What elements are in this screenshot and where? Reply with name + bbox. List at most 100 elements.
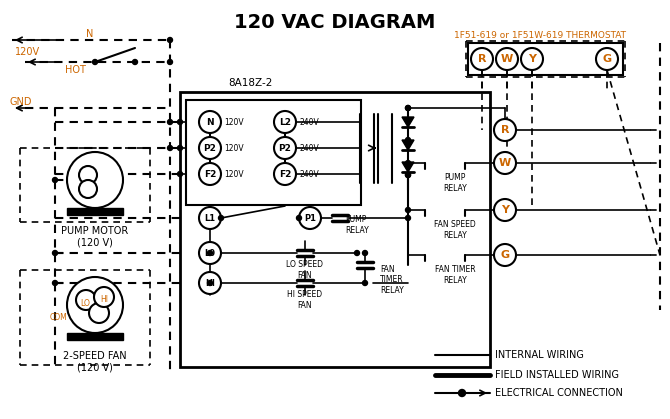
- Circle shape: [168, 145, 172, 150]
- Polygon shape: [402, 162, 414, 172]
- Circle shape: [52, 178, 58, 183]
- Circle shape: [168, 59, 172, 65]
- Circle shape: [133, 59, 137, 65]
- Text: LO: LO: [80, 298, 90, 308]
- Text: G: G: [602, 54, 612, 64]
- Circle shape: [405, 215, 411, 220]
- Circle shape: [471, 48, 493, 70]
- Text: R: R: [478, 54, 486, 64]
- Text: Y: Y: [501, 205, 509, 215]
- Circle shape: [596, 48, 618, 70]
- Circle shape: [199, 163, 221, 185]
- Circle shape: [208, 251, 212, 256]
- Text: 120V: 120V: [224, 117, 244, 127]
- Circle shape: [208, 280, 212, 285]
- Circle shape: [494, 244, 516, 266]
- Circle shape: [67, 277, 123, 333]
- Text: W: W: [501, 54, 513, 64]
- Text: 2-SPEED FAN
(120 V): 2-SPEED FAN (120 V): [63, 351, 127, 372]
- Bar: [468, 43, 623, 75]
- Bar: [67, 333, 123, 340]
- Text: L1: L1: [204, 214, 216, 222]
- Text: PUMP
RELAY: PUMP RELAY: [443, 173, 467, 193]
- Text: GND: GND: [10, 97, 33, 107]
- Text: HI: HI: [205, 279, 215, 287]
- Text: 120V: 120V: [224, 170, 244, 178]
- Text: P1: P1: [304, 214, 316, 222]
- Text: 240V: 240V: [299, 170, 319, 178]
- Circle shape: [362, 251, 368, 256]
- Text: N: N: [86, 29, 94, 39]
- Text: 120V: 120V: [15, 47, 40, 57]
- Circle shape: [199, 272, 221, 294]
- Circle shape: [199, 111, 221, 133]
- Text: F2: F2: [204, 170, 216, 178]
- Polygon shape: [402, 117, 414, 127]
- Text: 120V: 120V: [224, 143, 244, 153]
- Text: FAN SPEED
RELAY: FAN SPEED RELAY: [434, 220, 476, 240]
- Circle shape: [178, 145, 182, 150]
- Circle shape: [199, 242, 221, 264]
- Text: HI: HI: [100, 295, 108, 305]
- Circle shape: [405, 160, 411, 166]
- Circle shape: [168, 119, 172, 124]
- Text: INTERNAL WIRING: INTERNAL WIRING: [495, 350, 584, 360]
- Text: F2: F2: [279, 170, 291, 178]
- Circle shape: [168, 37, 172, 42]
- Polygon shape: [402, 140, 414, 150]
- Bar: [67, 208, 123, 215]
- Circle shape: [79, 180, 97, 198]
- Text: P2: P2: [204, 143, 216, 153]
- Circle shape: [67, 152, 123, 208]
- Text: 240V: 240V: [299, 143, 319, 153]
- Circle shape: [89, 303, 109, 323]
- Circle shape: [405, 106, 411, 111]
- Text: Y: Y: [528, 54, 536, 64]
- Circle shape: [362, 280, 368, 285]
- Circle shape: [218, 215, 224, 220]
- Text: L0: L0: [204, 248, 216, 258]
- Circle shape: [79, 166, 97, 184]
- Text: FIELD INSTALLED WIRING: FIELD INSTALLED WIRING: [495, 370, 619, 380]
- Circle shape: [274, 111, 296, 133]
- Circle shape: [178, 171, 182, 176]
- Circle shape: [354, 251, 360, 256]
- Text: 8A18Z-2: 8A18Z-2: [228, 78, 272, 88]
- Circle shape: [405, 173, 411, 178]
- Text: L2: L2: [279, 117, 291, 127]
- Circle shape: [405, 207, 411, 212]
- Circle shape: [494, 199, 516, 221]
- Circle shape: [94, 287, 114, 307]
- Circle shape: [297, 215, 302, 220]
- Text: HOT: HOT: [64, 65, 86, 75]
- Circle shape: [199, 137, 221, 159]
- Circle shape: [76, 290, 96, 310]
- Text: FAN TIMER
RELAY: FAN TIMER RELAY: [435, 265, 475, 285]
- Text: ELECTRICAL CONNECTION: ELECTRICAL CONNECTION: [495, 388, 623, 398]
- Text: PUMP MOTOR
(120 V): PUMP MOTOR (120 V): [62, 226, 129, 248]
- Text: LO SPEED
FAN: LO SPEED FAN: [287, 260, 324, 280]
- Circle shape: [405, 173, 411, 178]
- Circle shape: [274, 163, 296, 185]
- Bar: [186, 100, 361, 205]
- Text: N: N: [206, 117, 214, 127]
- Circle shape: [274, 137, 296, 159]
- Bar: [180, 92, 490, 367]
- Circle shape: [405, 137, 411, 142]
- Circle shape: [494, 152, 516, 174]
- Circle shape: [92, 59, 98, 65]
- Circle shape: [494, 119, 516, 141]
- Text: PUMP
RELAY: PUMP RELAY: [345, 215, 369, 235]
- Text: G: G: [500, 250, 510, 260]
- Text: HI SPEED
FAN: HI SPEED FAN: [287, 290, 322, 310]
- Circle shape: [496, 48, 518, 70]
- Text: R: R: [500, 125, 509, 135]
- Circle shape: [52, 251, 58, 256]
- Text: W: W: [499, 158, 511, 168]
- Circle shape: [178, 119, 182, 124]
- Circle shape: [299, 207, 321, 229]
- Circle shape: [405, 106, 411, 111]
- Text: COM: COM: [50, 313, 68, 321]
- Circle shape: [52, 280, 58, 285]
- Text: 120 VAC DIAGRAM: 120 VAC DIAGRAM: [234, 13, 436, 32]
